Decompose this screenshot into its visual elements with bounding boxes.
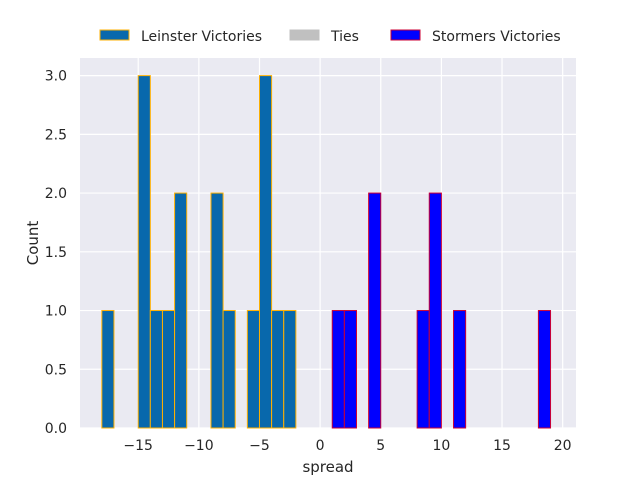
x-tick-label: 15 — [493, 438, 511, 454]
x-tick-label: 10 — [432, 438, 450, 454]
y-axis-label: Count — [24, 221, 42, 266]
histogram-bar — [271, 310, 285, 429]
x-tick-label: 5 — [376, 438, 385, 454]
histogram-bar — [368, 192, 382, 429]
x-tick-label: 20 — [554, 438, 572, 454]
x-tick-label: −15 — [123, 438, 153, 454]
x-tick-labels: −15 −10 −5 0 5 10 15 20 — [123, 438, 571, 454]
legend-label: Leinster Victories — [141, 29, 262, 45]
histogram-bar — [453, 310, 467, 429]
x-tick-label: −5 — [249, 438, 270, 454]
y-tick-label: 0.5 — [45, 362, 67, 378]
histogram-bar — [137, 75, 151, 429]
histogram-bar — [149, 310, 163, 429]
y-tick-label: 1.5 — [45, 245, 67, 261]
histogram-bar — [258, 75, 273, 429]
histogram-bar — [416, 310, 430, 429]
histogram-bar — [283, 310, 297, 429]
y-tick-label: 2.5 — [45, 127, 67, 143]
histogram-bar — [222, 310, 236, 429]
histogram-bar — [428, 192, 442, 429]
legend-swatch — [289, 29, 320, 41]
y-tick-label: 3.0 — [45, 69, 67, 85]
legend-swatch — [390, 29, 421, 41]
histogram-bar — [537, 310, 552, 429]
histogram-bar — [161, 310, 176, 429]
y-tick-label: 1.0 — [45, 304, 67, 320]
x-axis-label: spread — [302, 458, 353, 476]
histogram-bar — [174, 192, 188, 429]
legend-label: Stormers Victories — [432, 29, 561, 45]
legend-label: Ties — [330, 29, 359, 45]
histogram-bar — [246, 310, 260, 429]
y-tick-label: 2.0 — [45, 186, 67, 202]
legend-swatch — [99, 29, 130, 41]
x-tick-label: −10 — [184, 438, 214, 454]
bars — [101, 75, 552, 429]
legend: Leinster Victories Ties Stormers Victories — [99, 29, 561, 45]
histogram-bar — [210, 192, 224, 429]
histogram-bar — [343, 310, 357, 429]
histogram-bar — [331, 310, 345, 429]
x-tick-label: 0 — [316, 438, 325, 454]
y-tick-labels: 0.0 0.5 1.0 1.5 2.0 2.5 3.0 — [45, 69, 67, 437]
y-tick-label: 0.0 — [45, 421, 67, 437]
histogram-bar — [101, 310, 115, 429]
